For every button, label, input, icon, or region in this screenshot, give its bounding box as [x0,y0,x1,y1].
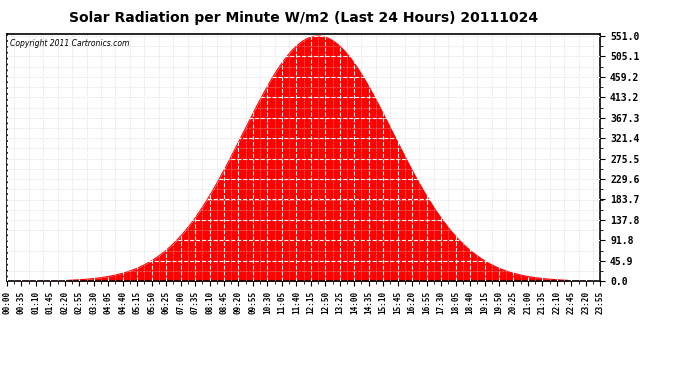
Text: Copyright 2011 Cartronics.com: Copyright 2011 Cartronics.com [10,39,129,48]
Text: Solar Radiation per Minute W/m2 (Last 24 Hours) 20111024: Solar Radiation per Minute W/m2 (Last 24… [69,11,538,25]
